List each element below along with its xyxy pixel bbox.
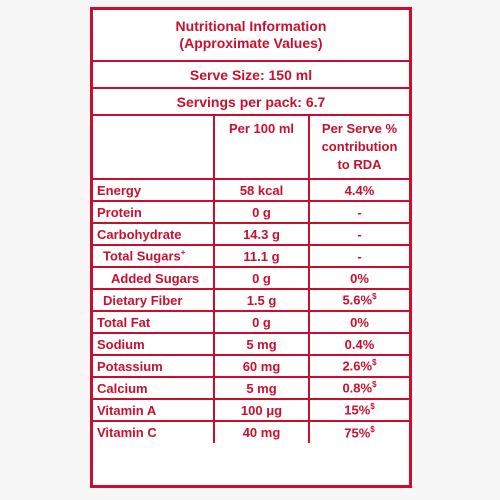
dollar-mark: $: [372, 292, 377, 302]
dollar-mark: $: [370, 424, 375, 434]
per100-value: 60 mg: [214, 355, 310, 378]
rda-value: 4.4%: [309, 179, 409, 202]
nutrient-name: Protein: [93, 201, 215, 224]
rda-value-cell: 75%$: [309, 421, 409, 443]
rda-value-cell: 15%$: [309, 399, 409, 422]
table-row: Added Sugars 0 g 0%: [93, 267, 409, 290]
dollar-mark: $: [372, 358, 377, 368]
servings-per-pack: Servings per pack: 6.7: [93, 89, 409, 116]
table-row: Calcium 5 mg 0.8%$: [93, 377, 409, 400]
rda-value: 15%: [344, 402, 371, 418]
title-line-1: Nutritional Information: [175, 18, 327, 34]
table-row: Protein 0 g -: [93, 201, 409, 224]
per100-value: 40 mg: [214, 421, 310, 443]
rda-value: -: [309, 245, 409, 268]
rda-value: 2.6%: [342, 358, 373, 374]
dollar-mark: $: [370, 402, 375, 412]
serve-size: Serve Size: 150 ml: [93, 62, 409, 89]
table-row: Energy 58 kcal 4.4%: [93, 179, 409, 202]
per100-value: 5 mg: [214, 377, 310, 400]
rda-value: -: [309, 223, 409, 246]
nutrient-name: Added Sugars: [93, 267, 215, 290]
header-per-serve: Per Serve % contribution to RDA: [309, 116, 409, 180]
nutrient-name: Carbohydrate: [93, 223, 215, 246]
table-header-row: Per 100 ml Per Serve % contribution to R…: [93, 116, 409, 180]
nutrient-name: Energy: [93, 179, 215, 202]
table-row: Sodium 5 mg 0.4%: [93, 333, 409, 356]
nutrient-name: Potassium: [93, 355, 215, 378]
per100-value: 0 g: [214, 201, 310, 224]
rda-value-cell: 5.6%$: [309, 289, 409, 312]
nutrient-name: Total Sugars: [103, 248, 181, 264]
per100-value: 1.5 g: [214, 289, 310, 312]
rda-value: 5.6%: [342, 292, 373, 308]
nutrient-name: Calcium: [93, 377, 215, 400]
nutrient-name: Sodium: [93, 333, 215, 356]
per100-value: 0 g: [214, 267, 310, 290]
rda-value: 0%: [309, 311, 409, 334]
plus-mark: +: [180, 248, 186, 258]
table-row: Vitamin C 40 mg 75%$: [93, 421, 409, 443]
header-per-100ml: Per 100 ml: [214, 116, 310, 180]
per100-value: 14.3 g: [214, 223, 310, 246]
nutrient-name: Vitamin A: [93, 399, 215, 422]
rda-value: 0.8%: [342, 380, 373, 396]
title-line-2: (Approximate Values): [179, 35, 323, 51]
per100-value: 5 mg: [214, 333, 310, 356]
table-row: Carbohydrate 14.3 g -: [93, 223, 409, 246]
nutrient-name: Dietary Fiber: [93, 289, 215, 312]
table-row: Potassium 60 mg 2.6%$: [93, 355, 409, 378]
rda-value-cell: 0.8%$: [309, 377, 409, 400]
per100-value: 0 g: [214, 311, 310, 334]
table-row: Vitamin A 100 μg 15%$: [93, 399, 409, 422]
rda-value-cell: 2.6%$: [309, 355, 409, 378]
per100-value: 11.1 g: [214, 245, 310, 268]
rda-value: 0%: [309, 267, 409, 290]
dollar-mark: $: [372, 380, 377, 390]
nutrient-name: Total Fat: [93, 311, 215, 334]
nutrition-table: Per 100 ml Per Serve % contribution to R…: [93, 116, 409, 443]
label-title: Nutritional Information (Approximate Val…: [93, 10, 409, 62]
table-row: Dietary Fiber 1.5 g 5.6%$: [93, 289, 409, 312]
nutrition-label: Nutritional Information (Approximate Val…: [90, 7, 412, 488]
per100-value: 100 μg: [214, 399, 310, 422]
rda-value: -: [309, 201, 409, 224]
nutrient-name: Vitamin C: [93, 421, 215, 443]
header-nutrient: [93, 116, 215, 180]
rda-value: 75%: [344, 425, 371, 441]
nutrient-name-cell: Total Sugars+: [93, 245, 215, 268]
table-row: Total Fat 0 g 0%: [93, 311, 409, 334]
per100-value: 58 kcal: [214, 179, 310, 202]
table-row: Total Sugars+ 11.1 g -: [93, 245, 409, 268]
rda-value: 0.4%: [309, 333, 409, 356]
